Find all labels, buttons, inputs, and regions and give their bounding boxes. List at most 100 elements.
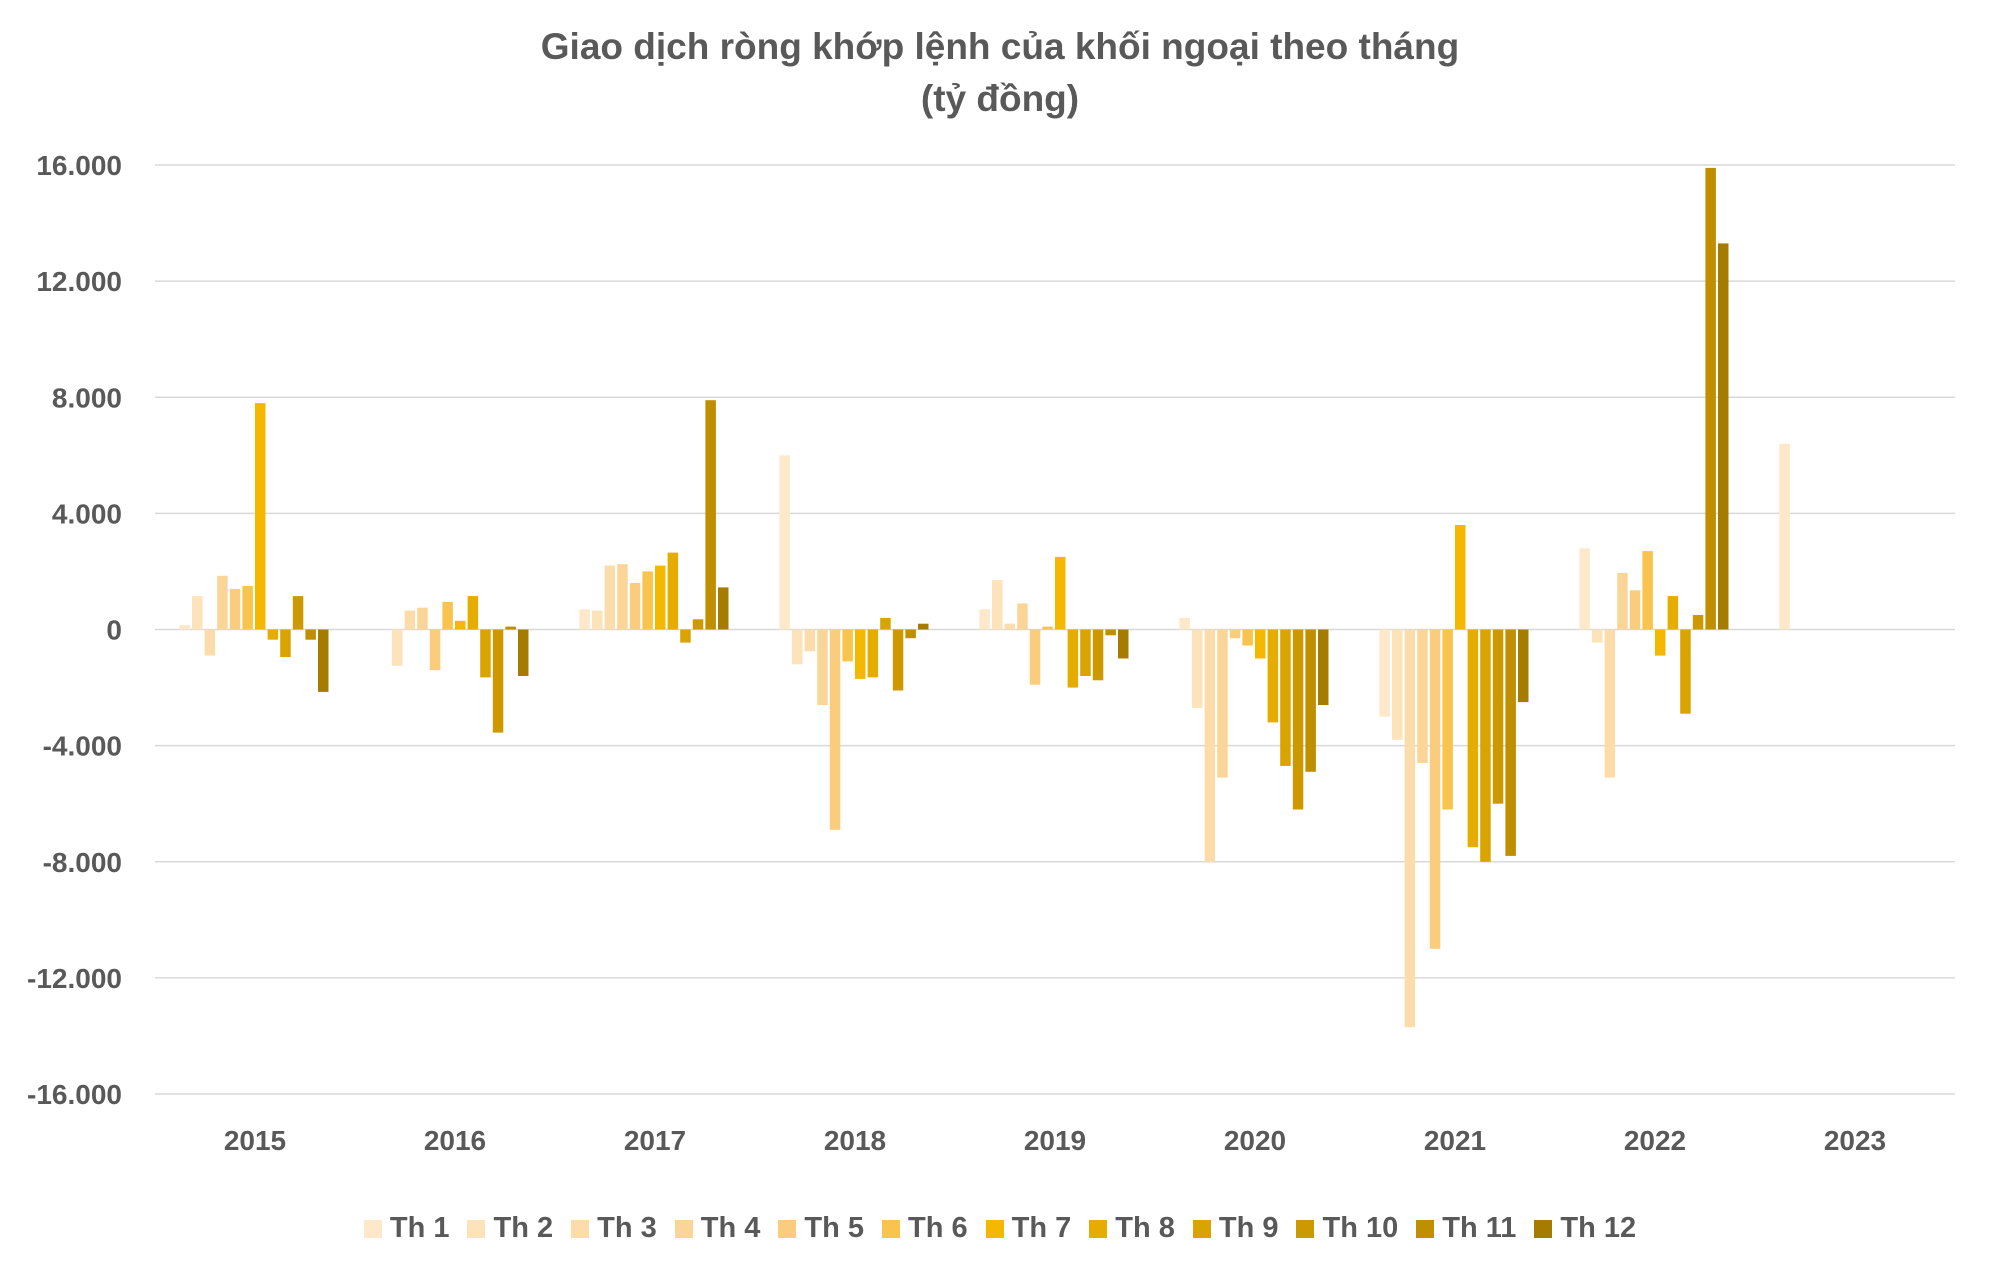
bar-th4-2017 — [617, 564, 628, 630]
legend-label: Th 6 — [907, 1212, 968, 1244]
legend-item: Th 7 — [985, 1212, 1071, 1245]
bar-th10-2016 — [492, 629, 504, 733]
legend-item: Th 2 — [467, 1212, 553, 1245]
x-tick-label: 2017 — [624, 1125, 686, 1156]
legend-item: Th 5 — [778, 1212, 864, 1245]
bar-th6-2019 — [1042, 626, 1053, 630]
x-tick-label: 2015 — [224, 1125, 286, 1156]
bar-th3-2016 — [404, 610, 416, 630]
bar-th7-2017 — [655, 565, 666, 630]
legend-label: Th 9 — [1218, 1212, 1279, 1244]
legend-swatch — [1192, 1219, 1211, 1238]
bar-th9-2021 — [1480, 629, 1491, 862]
bar-th2-2015 — [192, 596, 203, 630]
bar-th3-2022 — [1604, 629, 1616, 778]
bar-th1-2017 — [579, 609, 590, 630]
legend-swatch — [571, 1219, 590, 1238]
bar-th6-2017 — [642, 571, 653, 630]
bar-th12-2015 — [318, 629, 329, 692]
bar-th5-2015 — [229, 588, 241, 630]
bar-th12-2018 — [918, 623, 929, 630]
bar-th3-2015 — [204, 629, 216, 656]
bar-th10-2021 — [1492, 629, 1504, 804]
bar-th8-2019 — [1067, 629, 1079, 688]
bar-th3-2018 — [804, 629, 816, 652]
legend: Th 1 Th 2 Th 3 Th 4 Th 5 Th 6 Th 7 Th 8 Th 9 Th 1… — [0, 1212, 2000, 1245]
bar-th10-2022 — [1692, 615, 1704, 630]
legend-swatch — [674, 1219, 693, 1238]
bars — [179, 167, 1790, 1028]
bar-th2-2017 — [592, 610, 603, 630]
bar-th11-2016 — [505, 626, 516, 630]
bar-th4-2016 — [417, 607, 428, 630]
bar-th1-2015 — [179, 625, 190, 630]
legend-swatch — [1089, 1219, 1108, 1238]
bar-th2-2016 — [392, 629, 403, 666]
bar-th6-2015 — [242, 586, 253, 630]
bar-th2-2022 — [1592, 629, 1603, 643]
bar-th4-2021 — [1417, 629, 1428, 763]
bar-th12-2021 — [1518, 629, 1529, 703]
bar-th5-2018 — [829, 629, 841, 830]
bar-th7-2015 — [255, 403, 266, 630]
bar-th11-2022 — [1705, 167, 1716, 630]
bar-th7-2021 — [1455, 525, 1466, 630]
bar-th8-2018 — [867, 629, 879, 678]
legend-swatch — [1296, 1219, 1315, 1238]
bar-th5-2020 — [1229, 629, 1241, 639]
y-tick-label: 0 — [106, 615, 122, 646]
bar-th3-2019 — [1004, 623, 1016, 630]
bar-th10-2015 — [292, 596, 304, 630]
bar-th2-2020 — [1192, 629, 1203, 708]
x-tick-label: 2019 — [1024, 1125, 1086, 1156]
legend-label: Th 5 — [804, 1212, 864, 1244]
x-tick-label: 2022 — [1624, 1125, 1686, 1156]
bar-th10-2017 — [692, 619, 704, 630]
bar-th6-2021 — [1442, 629, 1453, 810]
y-tick-label: 12.000 — [36, 266, 122, 297]
legend-label: Th 11 — [1442, 1212, 1517, 1244]
legend-label: Th 2 — [493, 1212, 554, 1244]
bar-th10-2018 — [892, 629, 904, 691]
chart-title: Giao dịch ròng khớp lệnh của khối ngoại … — [540, 26, 1460, 67]
legend-swatch — [1534, 1219, 1553, 1238]
legend-item: Th 4 — [674, 1212, 760, 1245]
legend-swatch — [985, 1219, 1004, 1238]
bar-th1-2018 — [779, 455, 790, 630]
bar-th5-2017 — [629, 583, 641, 630]
bar-th7-2020 — [1255, 629, 1266, 659]
bar-th7-2016 — [455, 620, 466, 630]
bar-th4-2019 — [1017, 603, 1028, 630]
bar-th2-2021 — [1392, 629, 1403, 740]
legend-item: Th 1 — [363, 1212, 449, 1245]
x-tick-label: 2016 — [424, 1125, 486, 1156]
legend-item: Th 12 — [1534, 1212, 1636, 1245]
bar-th8-2016 — [467, 596, 479, 630]
y-axis-tick-labels: 16.000 12.000 8.000 4.000 0 -4.000 -8.000 -12.0… — [27, 150, 122, 1110]
bar-th3-2020 — [1204, 629, 1216, 862]
bar-th12-2019 — [1118, 629, 1129, 659]
bar-th9-2018 — [880, 617, 891, 630]
bar-th1-2019 — [979, 609, 990, 630]
bar-th7-2022 — [1655, 629, 1666, 656]
legend-label: Th 8 — [1115, 1212, 1175, 1244]
bar-th11-2015 — [305, 629, 316, 640]
y-tick-label: -8.000 — [43, 847, 122, 878]
bar-th4-2020 — [1217, 629, 1228, 778]
bar-th9-2017 — [680, 629, 691, 643]
y-tick-label: 8.000 — [52, 382, 122, 413]
legend-swatch — [778, 1219, 797, 1238]
bar-th2-2019 — [992, 580, 1003, 630]
bar-th8-2020 — [1267, 629, 1279, 723]
bar-th8-2022 — [1667, 596, 1679, 630]
y-tick-label: 16.000 — [36, 150, 122, 181]
bar-th1-2020 — [1179, 617, 1190, 630]
bar-th4-2015 — [217, 575, 228, 630]
bar-th11-2018 — [905, 629, 916, 639]
y-tick-label: -4.000 — [43, 731, 122, 762]
bar-th7-2018 — [855, 629, 866, 679]
bar-th2-2018 — [792, 629, 803, 665]
bar-th9-2022 — [1680, 629, 1691, 714]
bar-th1-2021 — [1379, 629, 1390, 717]
